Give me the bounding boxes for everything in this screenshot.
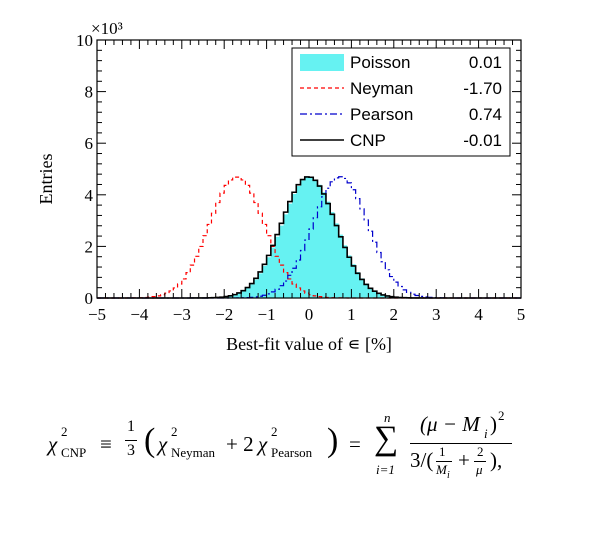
formula-chi-sq: 2: [61, 424, 68, 439]
y-tick-label: 0: [85, 289, 94, 308]
legend-label-neyman: Neyman: [350, 79, 413, 98]
y-tick-label: 6: [85, 134, 94, 153]
y-multiplier: ×10³: [91, 19, 123, 38]
formula-equiv: ≡: [100, 432, 112, 456]
y-tick-label: 4: [85, 186, 94, 205]
formula-den-mu: μ: [476, 462, 483, 477]
x-tick-label: 5: [517, 305, 526, 324]
formula-chi-2-sq: 2: [171, 424, 178, 439]
formula-sum-upper: n: [384, 410, 391, 425]
formula-den-close: ),: [490, 448, 503, 472]
y-tick-label: 8: [85, 83, 94, 102]
formula-neyman-sub: Neyman: [171, 445, 216, 460]
formula-numerator-i: i: [484, 426, 488, 441]
formula-pearson-sub: Pearson: [271, 445, 313, 460]
formula-den-plus: +: [458, 448, 470, 472]
formula-numerator-close: ): [490, 412, 497, 436]
legend-swatch-poisson: [300, 54, 344, 71]
x-tick-label: 1: [347, 305, 356, 324]
x-tick-label: 3: [432, 305, 441, 324]
formula-cnp-sub: CNP: [61, 445, 87, 460]
x-tick-label: −4: [130, 305, 149, 324]
plot-area: [97, 176, 521, 299]
histogram-chart: −5 −4 −3 −2 −1 0 1 2 3 4 5 0 2 4 6 8 10×10³ Best-fit valu…: [36, 19, 525, 354]
formula-chi-2: χ: [158, 432, 168, 456]
x-tick-label: 4: [474, 305, 483, 324]
formula-den-i: i: [447, 470, 450, 481]
x-tick-label: −1: [258, 305, 276, 324]
x-tick-label: 2: [390, 305, 399, 324]
formula-one: 1: [127, 418, 135, 435]
y-axis-title: Entries: [36, 154, 56, 205]
formula-frac-bar-2: [410, 443, 512, 444]
legend: Poisson 0.01 Neyman -1.70 Pearson 0.74 CNP -0.0…: [291, 47, 511, 157]
formula-plus-two: + 2: [226, 432, 254, 456]
chi-square-cnp-formula: χ 2 CNP ≡ 1 3 ( χ 2 Neyman + 2 χ 2 Pears…: [48, 408, 588, 500]
formula-sum-lower: i=1: [376, 462, 395, 477]
axes: −5 −4 −3 −2 −1 0 1 2 3 4 5 0 2 4 6 8 10×10³ Best-fit valu…: [36, 19, 525, 354]
legend-value-cnp: -0.01: [463, 131, 502, 150]
formula-sum: ∑: [374, 420, 399, 457]
formula-chi: χ: [48, 432, 58, 456]
formula-den-one: 1: [439, 444, 446, 459]
formula-den-two: 2: [477, 444, 484, 459]
legend-label-poisson: Poisson: [350, 53, 410, 72]
formula-den-prefix: 3/(: [410, 448, 434, 472]
formula-frac-bar-4: [474, 461, 486, 462]
formula-chi-3: χ: [258, 432, 268, 456]
formula-frac-bar-1: [125, 440, 137, 441]
legend-value-pearson: 0.74: [469, 105, 502, 124]
formula-numerator: (μ − M: [420, 412, 480, 436]
y-tick-label: 2: [85, 237, 94, 256]
x-axis-title: Best-fit value of ∊ [%]: [226, 334, 392, 354]
x-tick-label: 0: [305, 305, 314, 324]
formula-rparen: ): [327, 422, 339, 459]
formula-three: 3: [127, 442, 135, 459]
legend-value-neyman: -1.70: [463, 79, 502, 98]
legend-label-pearson: Pearson: [350, 105, 413, 124]
formula-numerator-sq: 2: [498, 408, 505, 423]
formula-frac-bar-3: [436, 461, 452, 462]
formula-chi-3-sq: 2: [271, 424, 278, 439]
formula-eq: =: [349, 432, 361, 456]
y-tick-label: 10: [76, 31, 93, 50]
formula-lparen: (: [144, 422, 156, 459]
formula-den-Mi: M: [436, 462, 447, 477]
x-tick-label: −2: [215, 305, 233, 324]
x-tick-label: −5: [88, 305, 106, 324]
legend-value-poisson: 0.01: [469, 53, 502, 72]
x-tick-label: −3: [173, 305, 191, 324]
legend-label-cnp: CNP: [350, 131, 386, 150]
